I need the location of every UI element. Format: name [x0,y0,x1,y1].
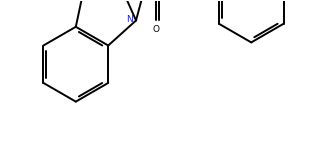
Text: N: N [126,15,133,24]
Text: O: O [153,25,160,34]
